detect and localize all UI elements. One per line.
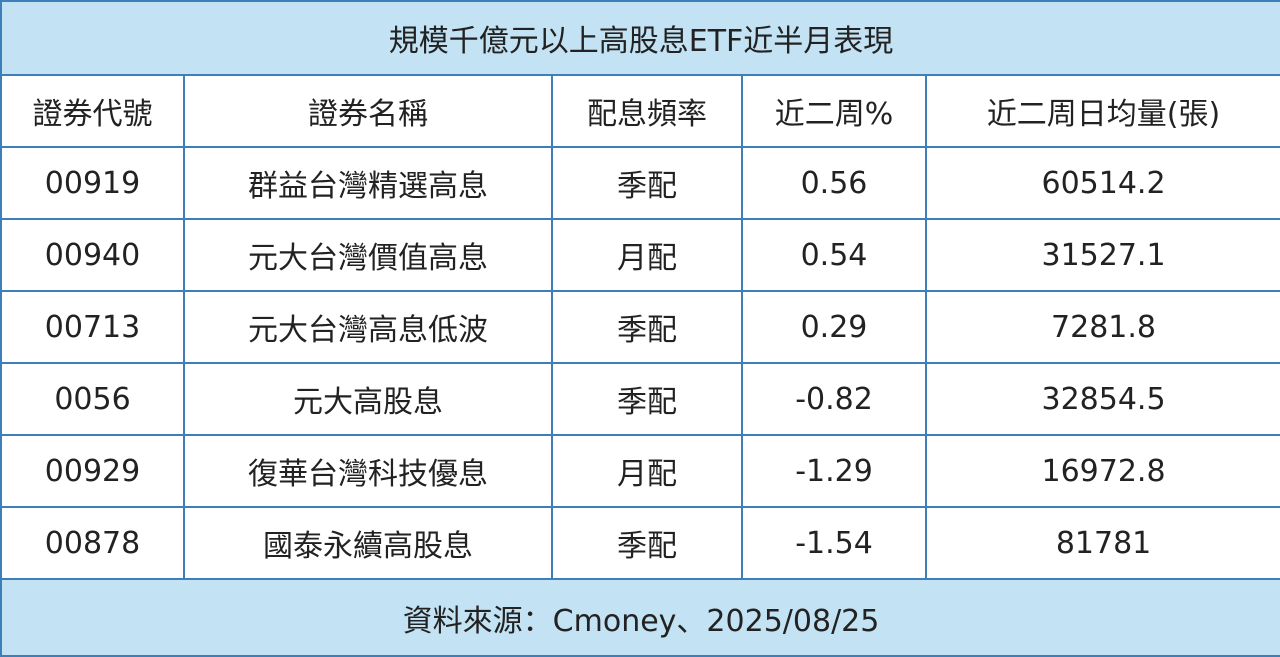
cell: 31527.1	[924, 218, 1280, 292]
column-header: 配息頻率	[551, 74, 743, 148]
column-header: 證券代號	[0, 74, 185, 148]
cell: 32854.5	[924, 362, 1280, 436]
data-row: 00940 元大台灣價值高息 月配 0.54 31527.1	[0, 218, 1280, 292]
cell: 7281.8	[924, 290, 1280, 364]
title-row: 規模千億元以上高股息ETF近半月表現	[0, 0, 1280, 76]
cell: -1.54	[741, 506, 927, 580]
cell: 元大高股息	[183, 362, 553, 436]
table-title: 規模千億元以上高股息ETF近半月表現	[0, 0, 1280, 76]
cell: 16972.8	[924, 434, 1280, 508]
cell: 00940	[0, 218, 185, 292]
column-header: 近二周%	[741, 74, 927, 148]
cell: -0.82	[741, 362, 927, 436]
cell: 復華台灣科技優息	[183, 434, 553, 508]
cell: 季配	[551, 506, 743, 580]
cell: 月配	[551, 218, 743, 292]
source-note: 資料來源：Cmoney、2025/08/25	[0, 578, 1280, 657]
data-row: 00919 群益台灣精選高息 季配 0.56 60514.2	[0, 146, 1280, 220]
data-row: 0056 元大高股息 季配 -0.82 32854.5	[0, 362, 1280, 436]
column-header: 證券名稱	[183, 74, 553, 148]
data-row: 00713 元大台灣高息低波 季配 0.29 7281.8	[0, 290, 1280, 364]
cell: 0.56	[741, 146, 927, 220]
footer-row: 資料來源：Cmoney、2025/08/25	[0, 578, 1280, 657]
cell: 季配	[551, 146, 743, 220]
cell: 00878	[0, 506, 185, 580]
cell: 0056	[0, 362, 185, 436]
data-row: 00878 國泰永續高股息 季配 -1.54 81781	[0, 506, 1280, 580]
cell: 季配	[551, 290, 743, 364]
cell: 元大台灣價值高息	[183, 218, 553, 292]
cell: 60514.2	[924, 146, 1280, 220]
cell: -1.29	[741, 434, 927, 508]
cell: 00713	[0, 290, 185, 364]
column-header: 近二周日均量(張)	[924, 74, 1280, 148]
cell: 0.54	[741, 218, 927, 292]
cell: 81781	[924, 506, 1280, 580]
cell: 月配	[551, 434, 743, 508]
data-row: 00929 復華台灣科技優息 月配 -1.29 16972.8	[0, 434, 1280, 508]
cell: 群益台灣精選高息	[183, 146, 553, 220]
cell: 00919	[0, 146, 185, 220]
cell: 元大台灣高息低波	[183, 290, 553, 364]
cell: 國泰永續高股息	[183, 506, 553, 580]
header-row: 證券代號 證券名稱 配息頻率 近二周% 近二周日均量(張)	[0, 74, 1280, 148]
cell: 季配	[551, 362, 743, 436]
cell: 0.29	[741, 290, 927, 364]
cell: 00929	[0, 434, 185, 508]
